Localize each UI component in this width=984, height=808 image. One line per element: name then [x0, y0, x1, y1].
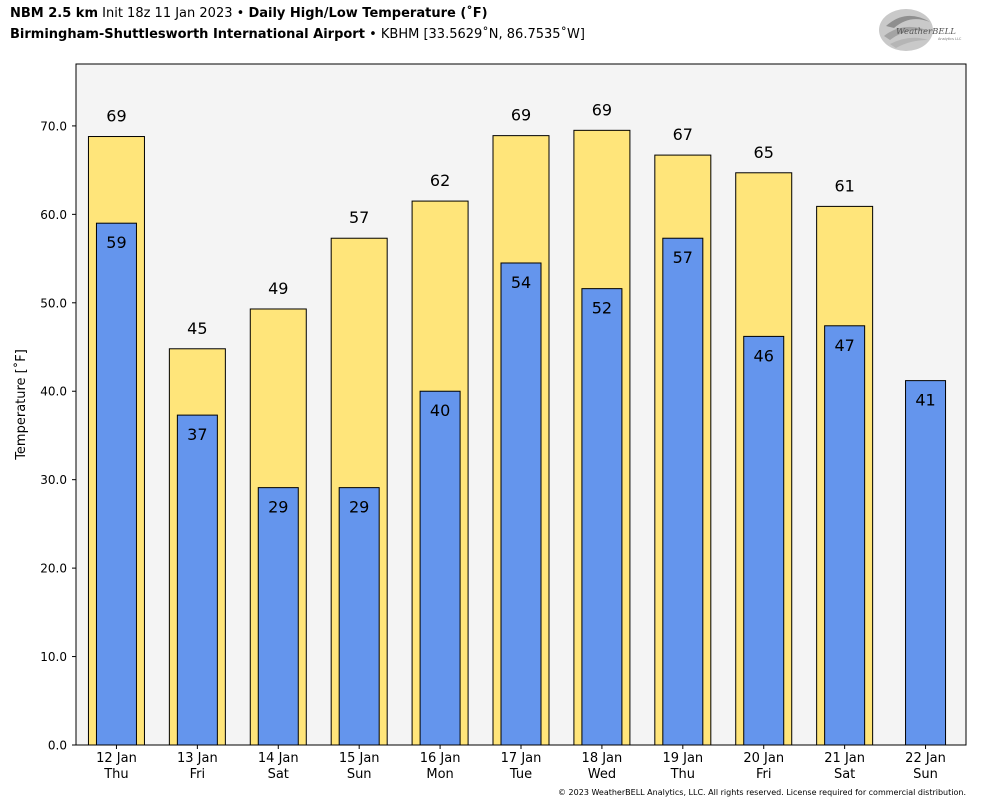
separator: • [369, 27, 377, 42]
high-value-label: 69 [511, 106, 531, 125]
low-value-label: 52 [592, 299, 612, 318]
x-tick-date: 19 Jan [662, 751, 703, 766]
low-value-label: 29 [349, 498, 369, 517]
x-tick-day: Sat [268, 767, 289, 782]
high-value-label: 65 [754, 143, 774, 162]
y-tick-label: 30.0 [40, 473, 67, 487]
x-tick-date: 16 Jan [420, 751, 461, 766]
low-value-label: 41 [915, 391, 935, 410]
low-value-label: 47 [834, 336, 854, 355]
high-value-label: 67 [673, 125, 693, 144]
x-tick-date: 22 Jan [905, 751, 946, 766]
x-tick-day: Sun [347, 767, 372, 782]
x-tick-day: Sat [834, 767, 855, 782]
x-tick-date: 13 Jan [177, 751, 218, 766]
high-value-label: 49 [268, 279, 288, 298]
x-tick-day: Thu [670, 767, 695, 782]
low-bar [824, 325, 866, 746]
x-tick-day: Fri [190, 767, 206, 782]
x-tick-date: 21 Jan [824, 751, 865, 766]
low-bar [500, 262, 542, 746]
low-bar [905, 380, 947, 746]
y-tick-label: 40.0 [40, 385, 67, 399]
low-value-label: 59 [106, 233, 126, 252]
x-tick-day: Tue [509, 767, 532, 782]
y-tick-label: 0.0 [48, 739, 67, 753]
low-value-label: 54 [511, 273, 531, 292]
x-tick-date: 18 Jan [582, 751, 623, 766]
y-axis-label: Temperature [˚F] [13, 349, 29, 461]
y-tick-label: 10.0 [40, 650, 67, 664]
low-value-label: 57 [673, 248, 693, 267]
low-bar [338, 487, 380, 746]
high-value-label: 45 [187, 319, 207, 338]
x-tick-date: 14 Jan [258, 751, 299, 766]
product-name: Daily High/Low Temperature (˚F) [248, 6, 488, 21]
logo-text: WeatherBELL [896, 27, 956, 37]
high-value-label: 57 [349, 208, 369, 227]
high-value-label: 69 [592, 100, 612, 119]
y-tick-label: 50.0 [40, 296, 67, 310]
high-value-label: 61 [834, 176, 854, 195]
model-name: NBM 2.5 km [10, 6, 98, 21]
x-tick-date: 17 Jan [501, 751, 542, 766]
separator: • [236, 6, 245, 21]
low-bar [176, 414, 218, 746]
low-bar [95, 222, 137, 746]
header-line-2: Birmingham-Shuttlesworth International A… [10, 27, 585, 42]
x-tick-date: 12 Jan [96, 751, 137, 766]
low-value-label: 37 [187, 425, 207, 444]
header-line-1: NBM 2.5 km Init 18z 11 Jan 2023 • Daily … [10, 6, 488, 21]
y-tick-label: 20.0 [40, 562, 67, 576]
low-bar [662, 237, 704, 746]
x-tick-day: Sun [913, 767, 938, 782]
high-value-label: 62 [430, 171, 450, 190]
low-value-label: 40 [430, 401, 450, 420]
station-name: Birmingham-Shuttlesworth International A… [10, 27, 365, 42]
low-bar [743, 335, 785, 746]
low-bar [257, 487, 299, 746]
station-meta: KBHM [33.5629˚N, 86.7535˚W] [380, 27, 585, 42]
x-tick-date: 20 Jan [743, 751, 784, 766]
logo-subtext: Analytics LLC [938, 37, 962, 41]
x-tick-day: Mon [426, 767, 453, 782]
low-bar [419, 390, 461, 746]
x-tick-day: Wed [588, 767, 616, 782]
plot-frame [75, 63, 967, 746]
x-tick-date: 15 Jan [339, 751, 380, 766]
low-value-label: 46 [754, 346, 774, 365]
low-value-label: 29 [268, 498, 288, 517]
y-tick-label: 70.0 [40, 119, 67, 133]
low-bar [581, 288, 623, 746]
copyright-notice: © 2023 WeatherBELL Analytics, LLC. All r… [558, 788, 966, 797]
weatherbell-logo: WeatherBELL Analytics LLC [879, 9, 962, 51]
y-tick-label: 60.0 [40, 208, 67, 222]
x-tick-day: Thu [103, 767, 128, 782]
high-value-label: 69 [106, 107, 126, 126]
init-time: Init 18z 11 Jan 2023 [102, 6, 233, 21]
x-tick-day: Fri [756, 767, 772, 782]
